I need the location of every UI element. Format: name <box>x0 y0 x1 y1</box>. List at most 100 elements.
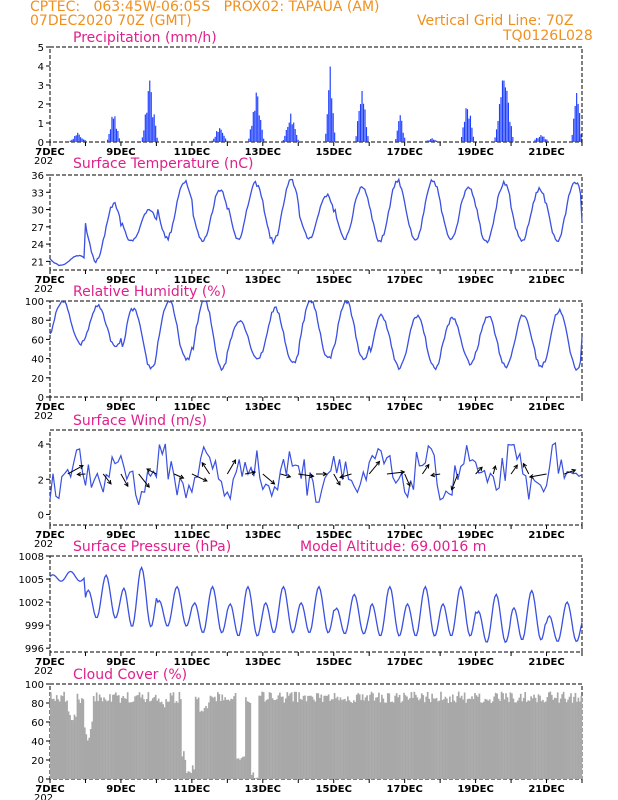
precip-bar <box>224 138 227 142</box>
cloud-bar <box>187 771 190 779</box>
cloud-bar <box>348 700 351 779</box>
cloud-bar <box>335 698 337 779</box>
cloud-bar <box>416 697 419 779</box>
precip-bar <box>72 138 74 142</box>
precip-bar <box>401 120 403 142</box>
cloud-bar <box>117 695 120 779</box>
wind-arrowhead <box>231 459 237 465</box>
x-tick-label: 15DEC <box>316 147 352 158</box>
cloud-bar <box>395 693 398 779</box>
wind-vector <box>226 459 236 475</box>
precip-bar <box>468 118 470 142</box>
cloud-bar <box>103 697 105 779</box>
wind-arrowhead <box>179 474 185 479</box>
wind-arrowhead <box>202 477 208 482</box>
cloud-bar <box>209 695 212 779</box>
cloud-bar <box>381 694 383 779</box>
x-tick-label: 9DEC <box>106 402 135 413</box>
cloud-bar <box>386 693 389 779</box>
precip-bar <box>143 130 145 142</box>
cloud-bar <box>73 714 76 779</box>
cloud-bar <box>72 720 74 779</box>
precip-bar <box>106 139 109 142</box>
wind-vector <box>333 473 341 486</box>
y-tick-label: 0 <box>38 510 44 521</box>
cloud-bar <box>447 702 450 779</box>
cloud-bar <box>333 693 336 779</box>
x-tick-label: 11DEC <box>174 530 210 541</box>
cloud-bar <box>211 696 213 779</box>
precip-bar <box>433 139 435 142</box>
cloud-bar <box>332 699 334 779</box>
cloud-bar <box>329 700 331 779</box>
wind-line <box>49 441 583 505</box>
precip-bar <box>365 127 368 142</box>
cloud-bar <box>246 701 249 779</box>
y-tick-label: 4 <box>38 62 44 73</box>
y-tick-label: 1005 <box>19 575 44 586</box>
cloud-bar <box>283 702 286 779</box>
precip-bar <box>288 122 290 142</box>
cloud-bar <box>305 701 308 779</box>
cloud-bar <box>392 702 395 779</box>
precip-bar <box>77 132 79 142</box>
cloud-bar <box>94 701 97 779</box>
cloud-bar <box>222 700 225 779</box>
wind-arrowhead <box>513 464 518 470</box>
cloud-bar <box>423 702 426 779</box>
cloud-bar <box>573 696 575 779</box>
wind-arrowhead <box>107 479 112 485</box>
y-tick-label: 24 <box>31 240 44 251</box>
cloud-bar <box>567 699 569 779</box>
wind-vector <box>431 473 441 476</box>
cloud-bar <box>537 694 540 779</box>
x-tick-label: 17DEC <box>386 275 422 286</box>
cloud-bar <box>542 699 544 779</box>
cloud-bar <box>304 695 306 779</box>
cloud-bar <box>89 729 92 779</box>
cloud-bar <box>110 701 113 779</box>
cloud-bar <box>549 691 552 779</box>
wind-arrowhead <box>146 468 151 473</box>
precip-bar <box>71 139 73 142</box>
cloud-bar <box>407 699 410 779</box>
cloud-bar <box>302 695 305 779</box>
cloud-bar <box>76 693 79 779</box>
panel-title-0: Precipitation (mm/h) <box>73 30 217 46</box>
precip-bar <box>329 66 331 142</box>
x-tick-label: 17DEC <box>386 784 422 795</box>
precip-bar <box>500 97 502 142</box>
precip-bar <box>425 140 427 142</box>
panel-frame <box>49 174 583 271</box>
cloud-bar <box>561 694 563 779</box>
precip-bar <box>510 126 512 142</box>
pressure-line <box>49 565 583 644</box>
cloud-bar <box>466 699 469 779</box>
cloud-bar <box>528 700 531 779</box>
cloud-bar <box>231 699 234 779</box>
cloud-bar <box>410 691 413 779</box>
cloud-bar <box>134 696 136 779</box>
cloud-bar <box>451 694 454 779</box>
wind-arrowhead <box>309 473 315 479</box>
wind-arrowhead <box>375 460 381 466</box>
precip-bar <box>81 138 83 142</box>
cloud-bar <box>530 696 532 779</box>
x-year-label: 202 <box>34 284 53 295</box>
x-tick-label: 7DEC <box>35 657 64 668</box>
wind-arrowhead <box>478 466 483 472</box>
cloud-bar <box>125 698 128 779</box>
precip-bar <box>364 109 366 142</box>
cloud-bar <box>129 702 132 779</box>
x-tick-label: 7DEC <box>35 275 64 286</box>
precip-bar <box>296 134 298 142</box>
precip-bar <box>328 90 330 142</box>
cloud-bar <box>437 701 439 779</box>
precip-bar <box>465 108 467 142</box>
cloud-bar <box>212 697 215 779</box>
precip-bar <box>332 113 334 142</box>
cloud-bar <box>190 773 193 779</box>
precip-bar <box>287 126 289 142</box>
cloud-bar <box>228 700 231 779</box>
y-tick-label: 21 <box>31 257 44 268</box>
